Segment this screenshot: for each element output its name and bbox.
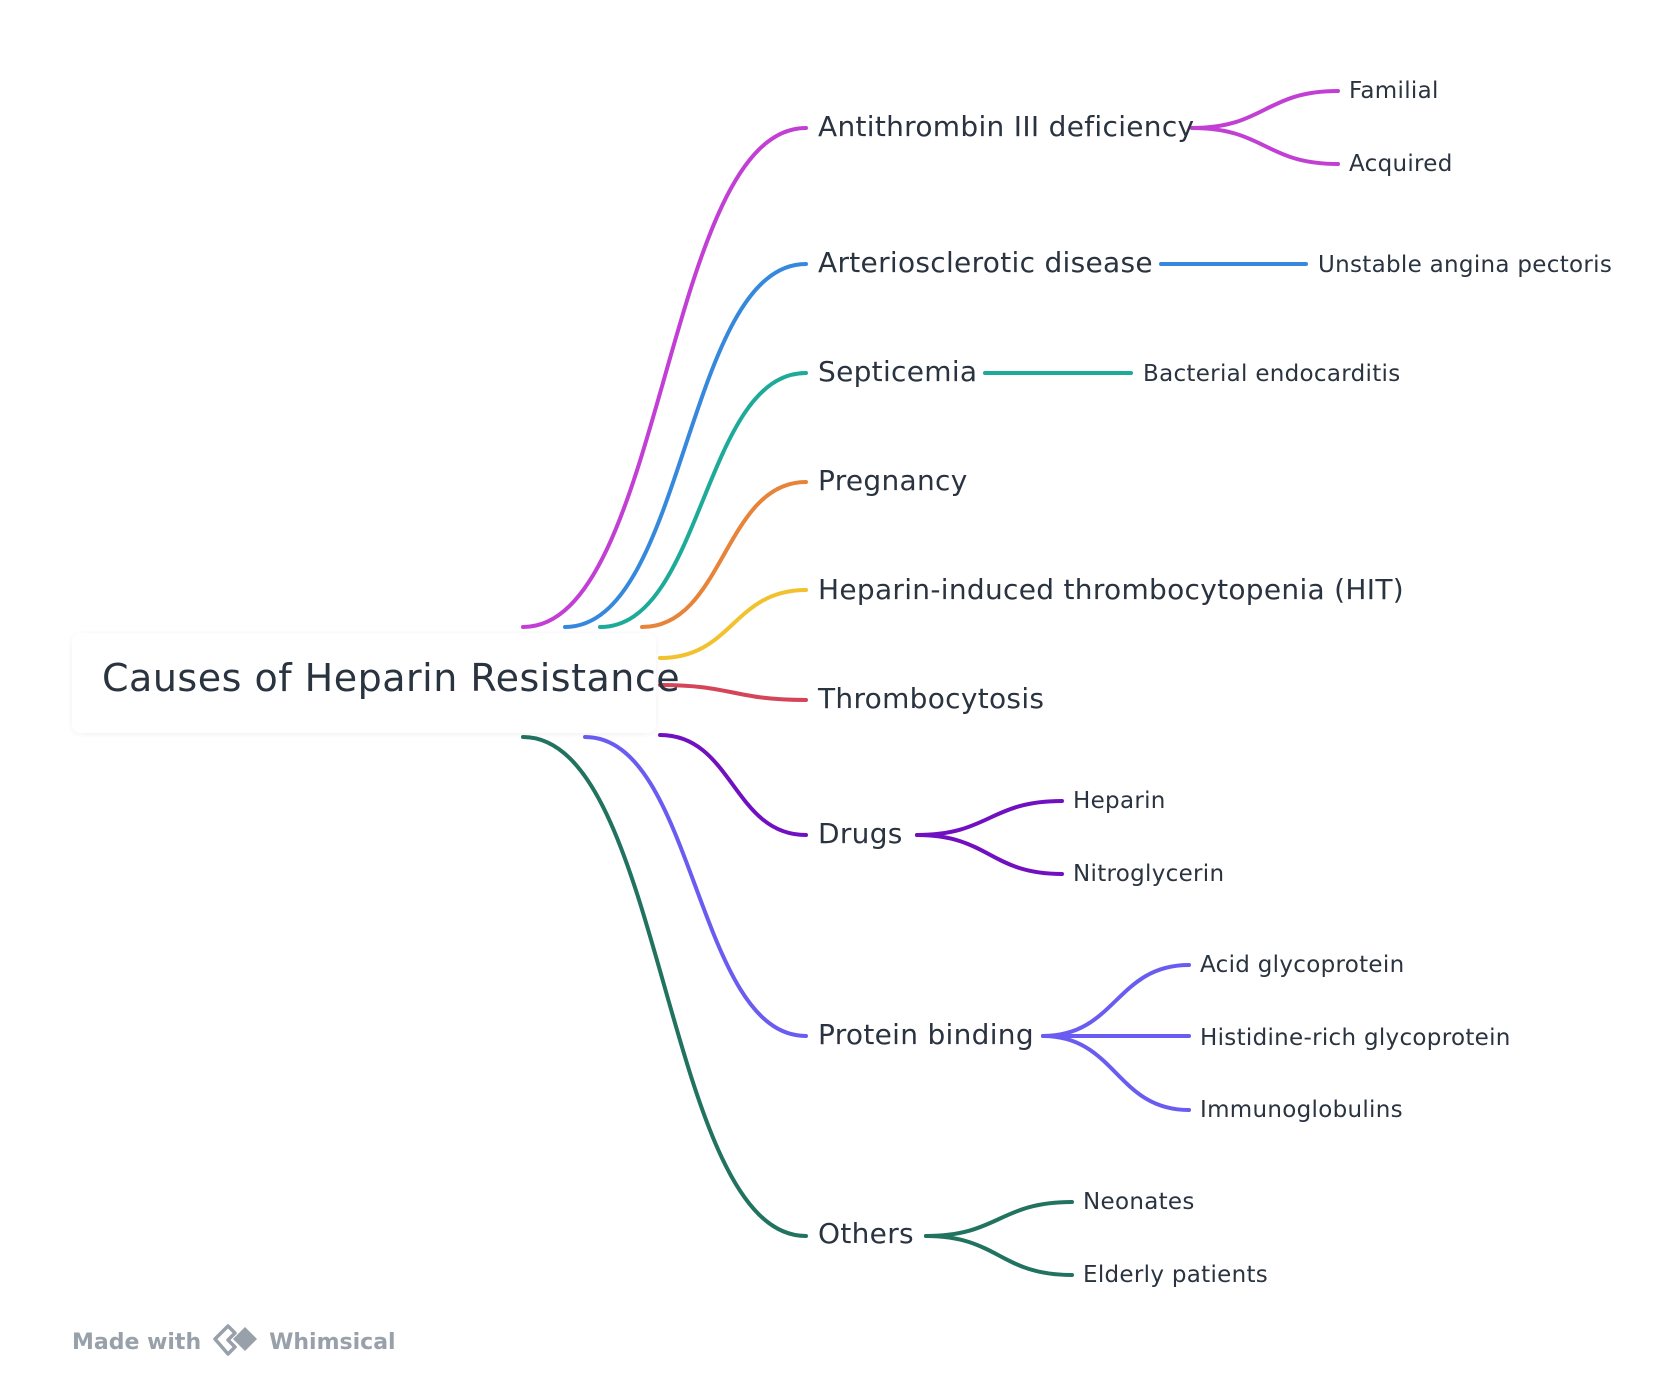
edge-root-b6 xyxy=(658,733,808,837)
edge-root-b2 xyxy=(598,371,808,629)
edge-root-b5 xyxy=(658,683,808,702)
edge-leaf-b0-1 xyxy=(1190,126,1340,166)
edge-root-b4 xyxy=(658,588,808,660)
made-with-label: Made with xyxy=(72,1329,202,1355)
leaf-unstable-angina-pectoris[interactable]: Unstable angina pectoris xyxy=(1318,252,1613,278)
edge-root-b8 xyxy=(521,735,808,1238)
edge-leaf-b7-6 xyxy=(1041,963,1191,1038)
edge-leaf-b7-8 xyxy=(1041,1034,1191,1112)
edge-leaf-b8-9 xyxy=(924,1200,1074,1238)
leaf-nitroglycerin[interactable]: Nitroglycerin xyxy=(1073,861,1225,887)
made-with-whimsical-badge[interactable]: Made with Whimsical xyxy=(72,1320,396,1364)
node-thrombocytosis[interactable]: Thrombocytosis xyxy=(818,682,1045,715)
edge-root-b1 xyxy=(563,262,808,629)
leaf-bacterial-endocarditis[interactable]: Bacterial endocarditis xyxy=(1143,361,1401,387)
node-pregnancy[interactable]: Pregnancy xyxy=(818,464,968,497)
leaf-histidine-rich-glycoprotein[interactable]: Histidine-rich glycoprotein xyxy=(1200,1025,1511,1051)
edge-leaf-b0-0 xyxy=(1190,89,1340,130)
leaf-elderly-patients[interactable]: Elderly patients xyxy=(1083,1262,1269,1288)
edge-root-b7 xyxy=(583,735,808,1038)
edge-leaf-b6-5 xyxy=(915,833,1064,876)
node-septicemia[interactable]: Septicemia xyxy=(818,355,978,388)
node-protein-binding[interactable]: Protein binding xyxy=(818,1018,1034,1051)
leaf-immunoglobulins[interactable]: Immunoglobulins xyxy=(1200,1097,1403,1123)
whimsical-brand-label: Whimsical xyxy=(269,1329,396,1355)
root-node[interactable] xyxy=(72,633,656,733)
leaf-acid-glycoprotein[interactable]: Acid glycoprotein xyxy=(1200,952,1405,978)
edges-layer xyxy=(521,89,1340,1277)
edge-root-b3 xyxy=(640,480,808,629)
edge-leaf-b6-4 xyxy=(915,799,1064,837)
node-others[interactable]: Others xyxy=(818,1217,914,1250)
node-hit[interactable]: Heparin-induced thrombocytopenia (HIT) xyxy=(818,573,1404,606)
root-label: Causes of Heparin Resistance xyxy=(102,656,681,700)
leaf-acquired[interactable]: Acquired xyxy=(1349,151,1453,177)
leaf-familial[interactable]: Familial xyxy=(1349,78,1439,104)
leaf-neonates[interactable]: Neonates xyxy=(1083,1189,1195,1215)
node-arteriosclerotic-disease[interactable]: Arteriosclerotic disease xyxy=(818,246,1153,279)
leaf-heparin[interactable]: Heparin xyxy=(1073,788,1166,814)
edge-root-b0 xyxy=(521,126,808,629)
whimsical-logo-icon xyxy=(211,1320,263,1364)
node-antithrombin-iii-deficiency[interactable]: Antithrombin III deficiency xyxy=(818,110,1195,143)
edge-leaf-b8-10 xyxy=(924,1234,1074,1277)
node-drugs[interactable]: Drugs xyxy=(818,817,903,850)
